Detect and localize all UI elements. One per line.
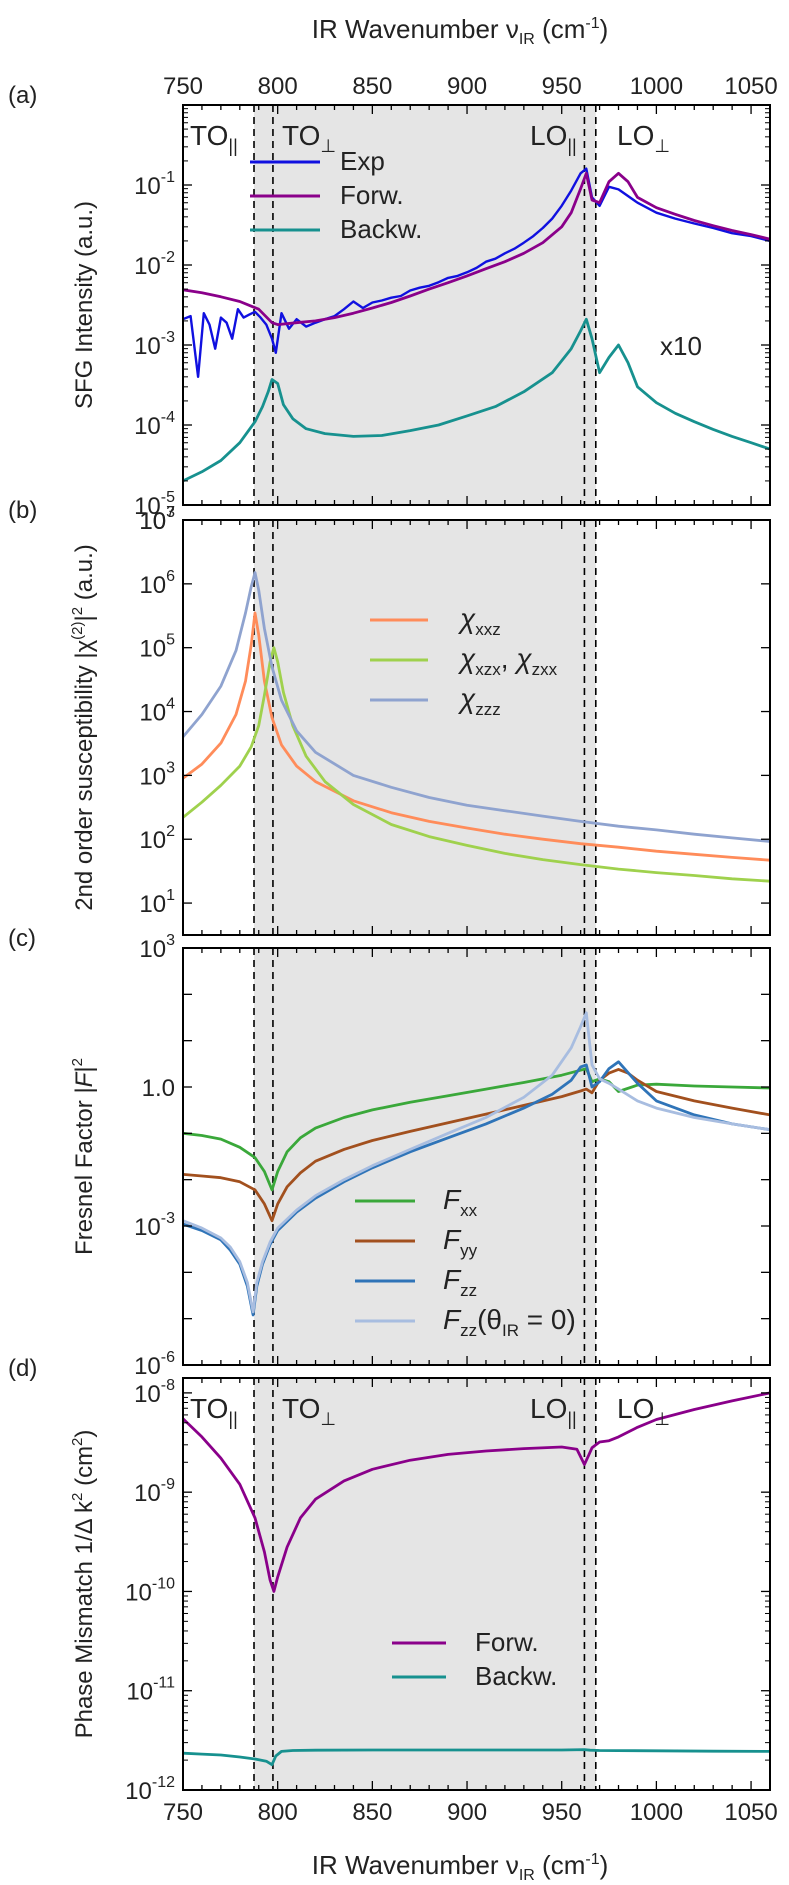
- legend-label: Forw.: [475, 1627, 539, 1657]
- y-tick-label: 10-3: [134, 329, 175, 360]
- y-tick-label-one: 1.0: [142, 1075, 175, 1102]
- x-tick-label: 1050: [724, 73, 777, 100]
- series-line-c-0: [183, 1067, 770, 1192]
- y-tick-label: 10-2: [134, 249, 175, 280]
- bottom-axis-title: IR Wavenumber νIR (cm-1): [312, 1850, 609, 1884]
- plot-frame: [182, 1377, 771, 1791]
- series-line-b-2: [183, 571, 770, 843]
- series-line-b-0: [183, 611, 770, 862]
- plot-frame: [182, 519, 771, 936]
- y-tick-label: 10-9: [134, 1476, 175, 1507]
- legend-label: Fzz: [443, 1264, 477, 1300]
- series-line-d-0: [183, 1391, 770, 1593]
- shaded-band: [254, 105, 596, 505]
- x-tick-label: 950: [542, 73, 582, 100]
- series-group: [183, 571, 770, 883]
- series-group: [183, 1391, 770, 1767]
- x-tick-label: 900: [447, 73, 487, 100]
- y-tick-label: 10-12: [125, 1774, 175, 1805]
- panel-label: (d): [8, 1355, 37, 1382]
- to-par-label: TO||: [190, 1393, 238, 1429]
- y-tick-label: 10-1: [134, 169, 175, 200]
- x-tick-label: 900: [447, 1799, 487, 1826]
- y-tick-label: 102: [139, 823, 175, 854]
- panel-c: 10-6 10-3 1.0 103 (c) Fresnel Factor |F|2 Fxx F…: [8, 925, 771, 1380]
- x-tick-label: 850: [352, 1799, 392, 1826]
- legend-label: χzzz: [457, 683, 501, 719]
- panel-label: (b): [8, 497, 37, 524]
- top-axis-title: IR Wavenumber νIR (cm-1): [312, 14, 609, 48]
- x-tick-label: 1050: [724, 1799, 777, 1826]
- y-tick-label: 101: [139, 887, 175, 918]
- legend-label: Exp: [340, 146, 385, 176]
- y-tick-label: 103: [139, 759, 175, 790]
- legend-label: Fzz(θIR = 0): [443, 1304, 576, 1340]
- panel-label: (c): [8, 925, 36, 952]
- x10-annotation: x10: [660, 331, 702, 361]
- x-tick-label: 950: [542, 1799, 582, 1826]
- y-axis-title: 2nd order susceptibility |χ(2)|2 (a.u.): [69, 544, 98, 911]
- legend-label: Fyy: [443, 1224, 478, 1260]
- y-axis-title: Phase Mismatch 1/Δ k2 (cm2): [69, 1430, 98, 1739]
- series-group: [183, 1011, 770, 1317]
- panel-label: (a): [8, 82, 37, 109]
- y-tick-label: 10-10: [125, 1575, 175, 1606]
- series-line-b-1: [183, 646, 770, 883]
- legend-label: Backw.: [475, 1661, 557, 1691]
- y-tick-label: 10-8: [134, 1377, 175, 1408]
- lo-perp-label: LO⊥: [617, 120, 670, 156]
- y-tick-label: 10-3: [134, 1210, 175, 1241]
- y-tick-label: 10-11: [126, 1675, 175, 1706]
- x-tick-label: 750: [163, 73, 203, 100]
- legend-label: χxzx, χzxx: [457, 643, 558, 679]
- y-axis-title: Fresnel Factor |F|2: [69, 1058, 98, 1255]
- shaded-band: [254, 1378, 596, 1790]
- x-tick-label: 1000: [630, 1799, 683, 1826]
- series-line-c-3: [183, 1011, 770, 1314]
- series-line-d-1: [183, 1748, 770, 1767]
- legend-label: Backw.: [340, 214, 422, 244]
- y-tick-label: 10-5: [134, 489, 175, 520]
- x-tick-label: 750: [163, 1799, 203, 1826]
- lo-par-label: LO||: [530, 1393, 577, 1429]
- y-tick-label: 10-6: [134, 1349, 175, 1380]
- panel-a: 10-5 10-4 10-3 10-2 10-1 750 800 850 900 950 1000 1…: [8, 73, 778, 520]
- to-par-label: TO||: [190, 120, 238, 156]
- x-tick-label: 850: [352, 73, 392, 100]
- series-group: [183, 167, 770, 483]
- y-tick-label-top: 103: [139, 932, 175, 963]
- shaded-band: [254, 520, 596, 935]
- y-tick-label: 104: [139, 696, 175, 727]
- shaded-band: [254, 948, 596, 1365]
- y-tick-label-top: 103: [139, 504, 175, 535]
- to-perp-label: TO⊥: [282, 120, 336, 156]
- panel-d: 10-12 10-11 10-10 10-9 10-8 750 800 850 900 950 10…: [8, 1355, 778, 1826]
- lo-perp-label: LO⊥: [617, 1393, 670, 1429]
- legend-label: χxxz: [457, 603, 501, 639]
- y-tick-label: 105: [139, 632, 175, 663]
- plot-frame: [182, 947, 771, 1366]
- series-line-a-1: [183, 171, 770, 327]
- x-tick-label: 800: [258, 1799, 298, 1826]
- legend-label: Fxx: [443, 1184, 478, 1220]
- y-tick-label: 106: [139, 568, 175, 599]
- series-line-a-2: [183, 317, 770, 483]
- to-perp-label: TO⊥: [282, 1393, 336, 1429]
- y-tick-label: 107: [139, 504, 175, 535]
- legend-label: Forw.: [340, 180, 404, 210]
- lo-par-label: LO||: [530, 120, 577, 156]
- plot-frame: [182, 104, 771, 506]
- x-tick-label: 800: [258, 73, 298, 100]
- y-tick-label: 10-4: [134, 409, 175, 440]
- y-axis-title: SFG Intensity (a.u.): [71, 201, 98, 409]
- x-tick-label: 1000: [630, 73, 683, 100]
